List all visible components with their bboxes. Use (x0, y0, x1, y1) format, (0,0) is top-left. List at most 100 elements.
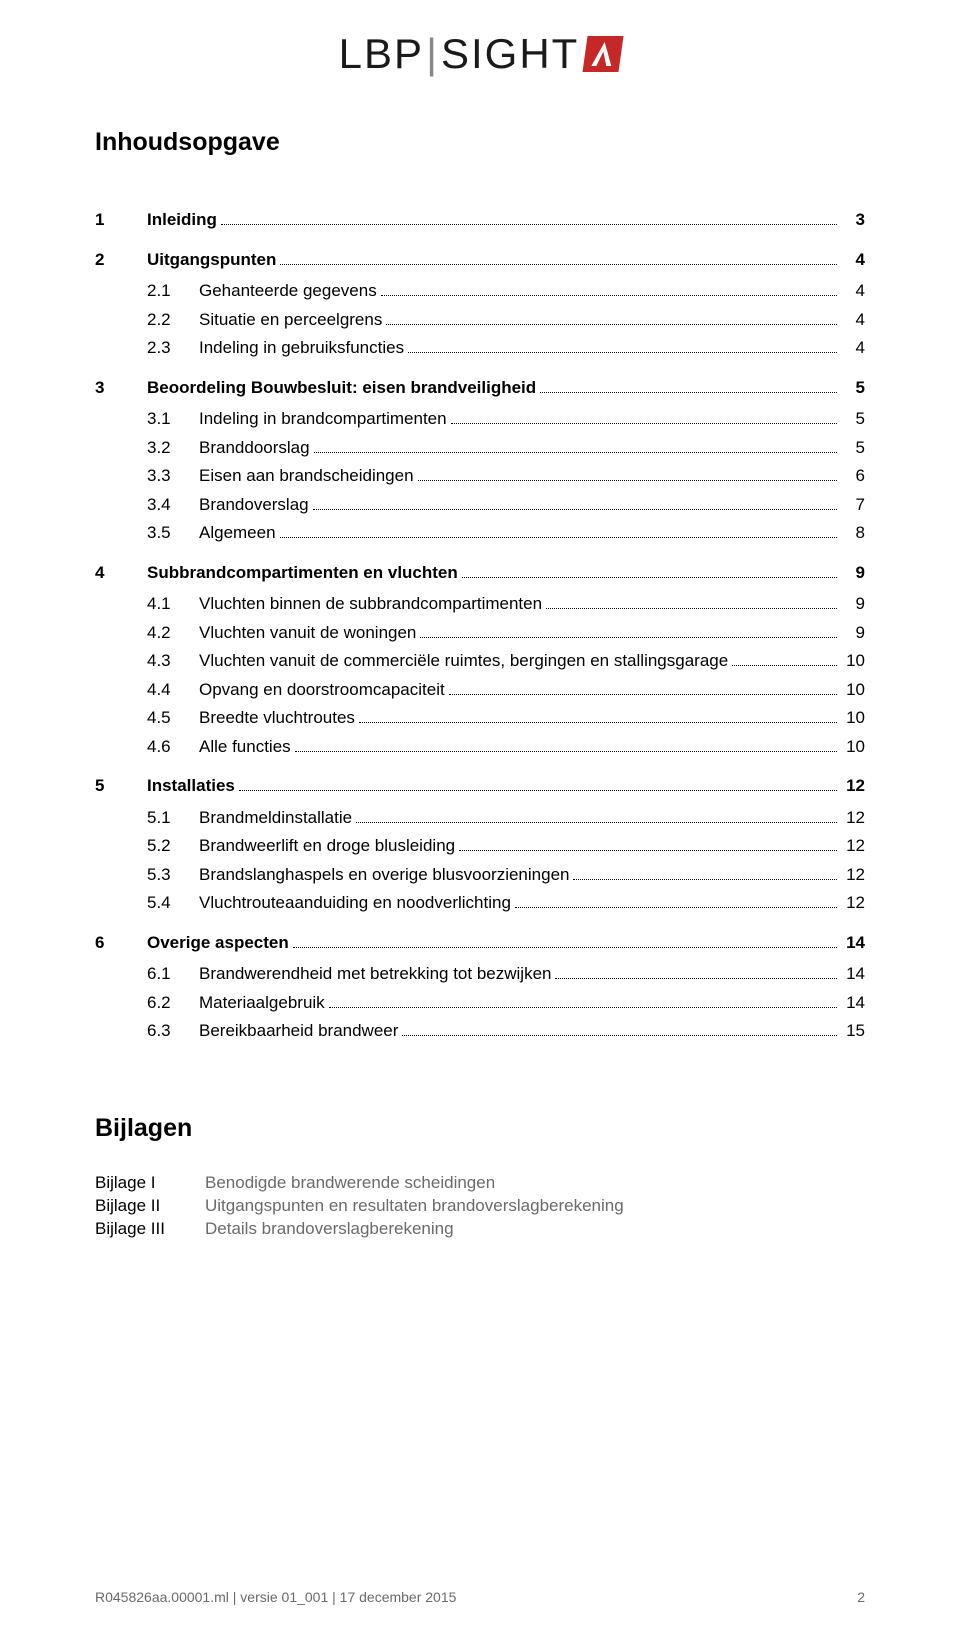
toc-label: Vluchten binnen de subbrandcompartimente… (199, 591, 542, 617)
toc-entry: 4.3Vluchten vanuit de commerciële ruimte… (95, 648, 865, 674)
toc-entry: 5.2Brandweerlift en droge blusleiding12 (95, 833, 865, 859)
toc-leader-dots (418, 465, 837, 481)
toc-number: 3.5 (147, 520, 199, 546)
toc-page: 10 (841, 734, 865, 760)
toc-number: 4.1 (147, 591, 199, 617)
toc-number: 5.3 (147, 862, 199, 888)
toc-label: Brandwerendheid met betrekking tot bezwi… (199, 961, 551, 987)
toc-entry: 4.1Vluchten binnen de subbrandcompartime… (95, 591, 865, 617)
toc-label: Algemeen (199, 520, 276, 546)
toc-entry: 3.5Algemeen8 (95, 520, 865, 546)
toc-label: Bereikbaarheid brandweer (199, 1018, 398, 1044)
toc-page: 12 (841, 833, 865, 859)
toc-page: 9 (841, 620, 865, 646)
toc-leader-dots (381, 280, 837, 296)
toc-page: 4 (841, 278, 865, 304)
toc-label: Vluchten vanuit de woningen (199, 620, 416, 646)
toc-leader-dots (359, 707, 837, 723)
toc-label: Indeling in gebruiksfuncties (199, 335, 404, 361)
bijlagen-heading: Bijlagen (95, 1114, 865, 1143)
toc-leader-dots (732, 650, 837, 666)
toc-number: 1 (95, 207, 147, 233)
toc-entry: 2.3Indeling in gebruiksfuncties 4 (95, 335, 865, 361)
toc-page: 9 (841, 560, 865, 586)
footer-page-number: 2 (857, 1589, 865, 1605)
toc-number: 4 (95, 560, 147, 586)
toc-entry: 5.4Vluchtrouteaanduiding en noodverlicht… (95, 890, 865, 916)
toc-leader-dots (515, 892, 837, 908)
toc-page: 4 (841, 247, 865, 273)
toc-number: 4.5 (147, 705, 199, 731)
toc-label: Eisen aan brandscheidingen (199, 463, 414, 489)
toc-page: 14 (841, 990, 865, 1016)
toc-entry: 4Subbrandcompartimenten en vluchten 9 (95, 560, 865, 586)
logo-separator: | (426, 30, 439, 78)
toc-label: Gehanteerde gegevens (199, 278, 377, 304)
toc-leader-dots (449, 678, 837, 694)
toc-number: 6 (95, 930, 147, 956)
toc-label: Brandmeldinstallatie (199, 805, 352, 831)
logo-part-lbp: LBP (339, 30, 424, 78)
toc-page: 7 (841, 492, 865, 518)
toc-page: 12 (841, 862, 865, 888)
toc-leader-dots (546, 593, 837, 609)
toc-number: 4.6 (147, 734, 199, 760)
logo-mark-icon (583, 36, 624, 72)
toc-entry: 3.2Branddoorslag5 (95, 435, 865, 461)
toc-entry: 6Overige aspecten14 (95, 930, 865, 956)
toc-number: 2.1 (147, 278, 199, 304)
toc-label: Indeling in brandcompartimenten (199, 406, 447, 432)
toc-leader-dots (239, 775, 837, 791)
toc-label: Brandoverslag (199, 492, 309, 518)
toc-entry: 4.4Opvang en doorstroomcapaciteit10 (95, 677, 865, 703)
toc-page: 3 (841, 207, 865, 233)
toc-label: Materiaalgebruik (199, 990, 325, 1016)
toc-entry: 5Installaties12 (95, 773, 865, 799)
toc-number: 2.3 (147, 335, 199, 361)
toc-label: Overige aspecten (147, 930, 289, 956)
toc-label: Opvang en doorstroomcapaciteit (199, 677, 445, 703)
toc-leader-dots (329, 991, 837, 1007)
bijlage-entry: Bijlage IIUitgangspunten en resultaten b… (95, 1196, 865, 1216)
toc-number: 5.1 (147, 805, 199, 831)
toc-number: 5.4 (147, 890, 199, 916)
toc-page: 10 (841, 705, 865, 731)
toc-label: Branddoorslag (199, 435, 310, 461)
toc-label: Vluchten vanuit de commerciële ruimtes, … (199, 648, 728, 674)
bijlage-entry: Bijlage IBenodigde brandwerende scheidin… (95, 1173, 865, 1193)
toc-leader-dots (420, 621, 837, 637)
toc-page: 10 (841, 648, 865, 674)
toc-number: 5 (95, 773, 147, 799)
toc-leader-dots (451, 408, 837, 424)
toc-page: 10 (841, 677, 865, 703)
toc-label: Inleiding (147, 207, 217, 233)
toc-label: Installaties (147, 773, 235, 799)
toc-leader-dots (402, 1020, 837, 1036)
toc-label: Alle functies (199, 734, 291, 760)
page-title: Inhoudsopgave (95, 128, 865, 157)
logo-text: LBP | SIGHT (339, 30, 622, 78)
toc-leader-dots (408, 337, 837, 353)
toc-entry: 2.2Situatie en perceelgrens4 (95, 307, 865, 333)
toc-label: Subbrandcompartimenten en vluchten (147, 560, 458, 586)
bijlage-description: Uitgangspunten en resultaten brandoversl… (205, 1196, 624, 1216)
page-footer: R045826aa.00001.ml | versie 01_001 | 17 … (95, 1589, 865, 1605)
toc-number: 2.2 (147, 307, 199, 333)
toc-number: 6.1 (147, 961, 199, 987)
toc-number: 3.2 (147, 435, 199, 461)
toc-leader-dots (462, 561, 837, 577)
toc-leader-dots (295, 735, 837, 751)
toc-number: 5.2 (147, 833, 199, 859)
bijlagen-list: Bijlage IBenodigde brandwerende scheidin… (95, 1173, 865, 1239)
toc-leader-dots (459, 835, 837, 851)
toc-leader-dots (540, 376, 837, 392)
footer-left: R045826aa.00001.ml | versie 01_001 | 17 … (95, 1589, 456, 1605)
toc-entry: 6.3Bereikbaarheid brandweer15 (95, 1018, 865, 1044)
toc-page: 4 (841, 335, 865, 361)
bijlage-entry: Bijlage IIIDetails brandoverslagberekeni… (95, 1219, 865, 1239)
toc-page: 12 (841, 805, 865, 831)
bijlage-label: Bijlage III (95, 1219, 205, 1239)
toc-leader-dots (280, 522, 837, 538)
toc-page: 5 (841, 406, 865, 432)
toc-leader-dots (314, 436, 837, 452)
